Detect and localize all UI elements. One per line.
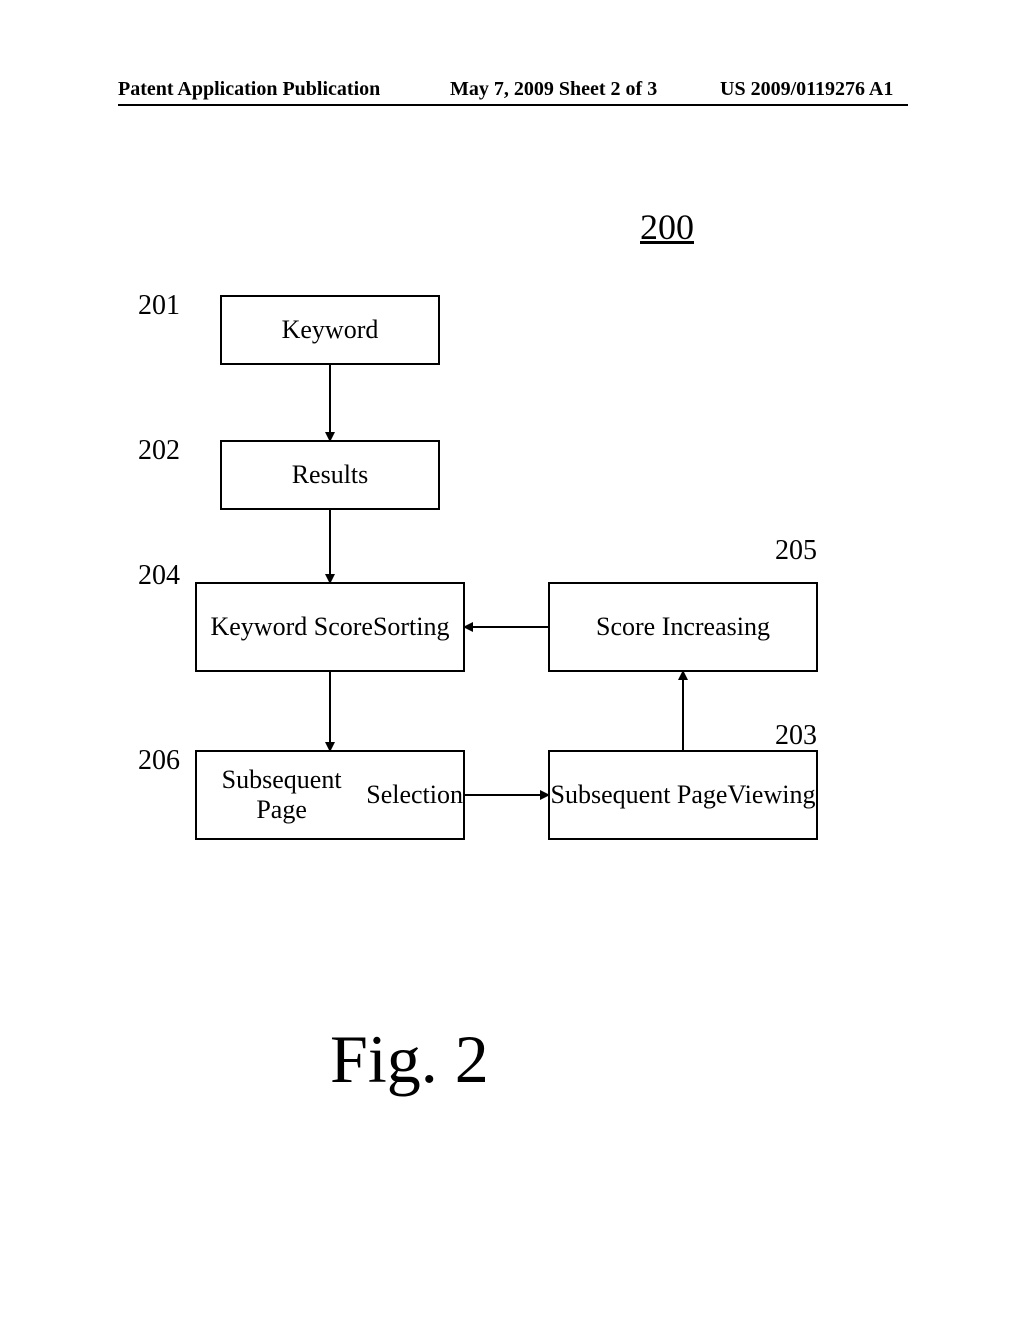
header-center: May 7, 2009 Sheet 2 of 3: [450, 78, 657, 101]
ref-label: 205: [775, 535, 817, 567]
page: Patent Application Publication May 7, 20…: [0, 0, 1024, 1320]
node-text: Subsequent Page: [197, 765, 366, 825]
flowchart-node: Results: [220, 440, 440, 510]
node-text: Keyword: [282, 315, 379, 345]
ref-label: 206: [138, 745, 180, 777]
ref-label: 201: [138, 290, 180, 322]
flowchart-node: Subsequent PageViewing: [548, 750, 818, 840]
header-divider: [118, 104, 908, 106]
header-left: Patent Application Publication: [118, 78, 380, 101]
node-text: Selection: [366, 780, 463, 810]
node-text: Viewing: [727, 780, 815, 810]
flowchart-node: Keyword ScoreSorting: [195, 582, 465, 672]
figure-number-label: 200: [640, 206, 694, 248]
flowchart-node: Keyword: [220, 295, 440, 365]
node-text: Sorting: [373, 612, 450, 642]
header-right: US 2009/0119276 A1: [720, 78, 893, 101]
ref-label: 202: [138, 435, 180, 467]
ref-label: 203: [775, 720, 817, 752]
node-text: Subsequent Page: [551, 780, 728, 810]
flowchart-node: Subsequent PageSelection: [195, 750, 465, 840]
figure-caption: Fig. 2: [330, 1020, 489, 1099]
flowchart-arrows: [0, 0, 1024, 1320]
ref-label: 204: [138, 560, 180, 592]
flowchart-node: Score Increasing: [548, 582, 818, 672]
node-text: Score Increasing: [596, 612, 770, 642]
node-text: Results: [292, 460, 369, 490]
node-text: Keyword Score: [210, 612, 372, 642]
